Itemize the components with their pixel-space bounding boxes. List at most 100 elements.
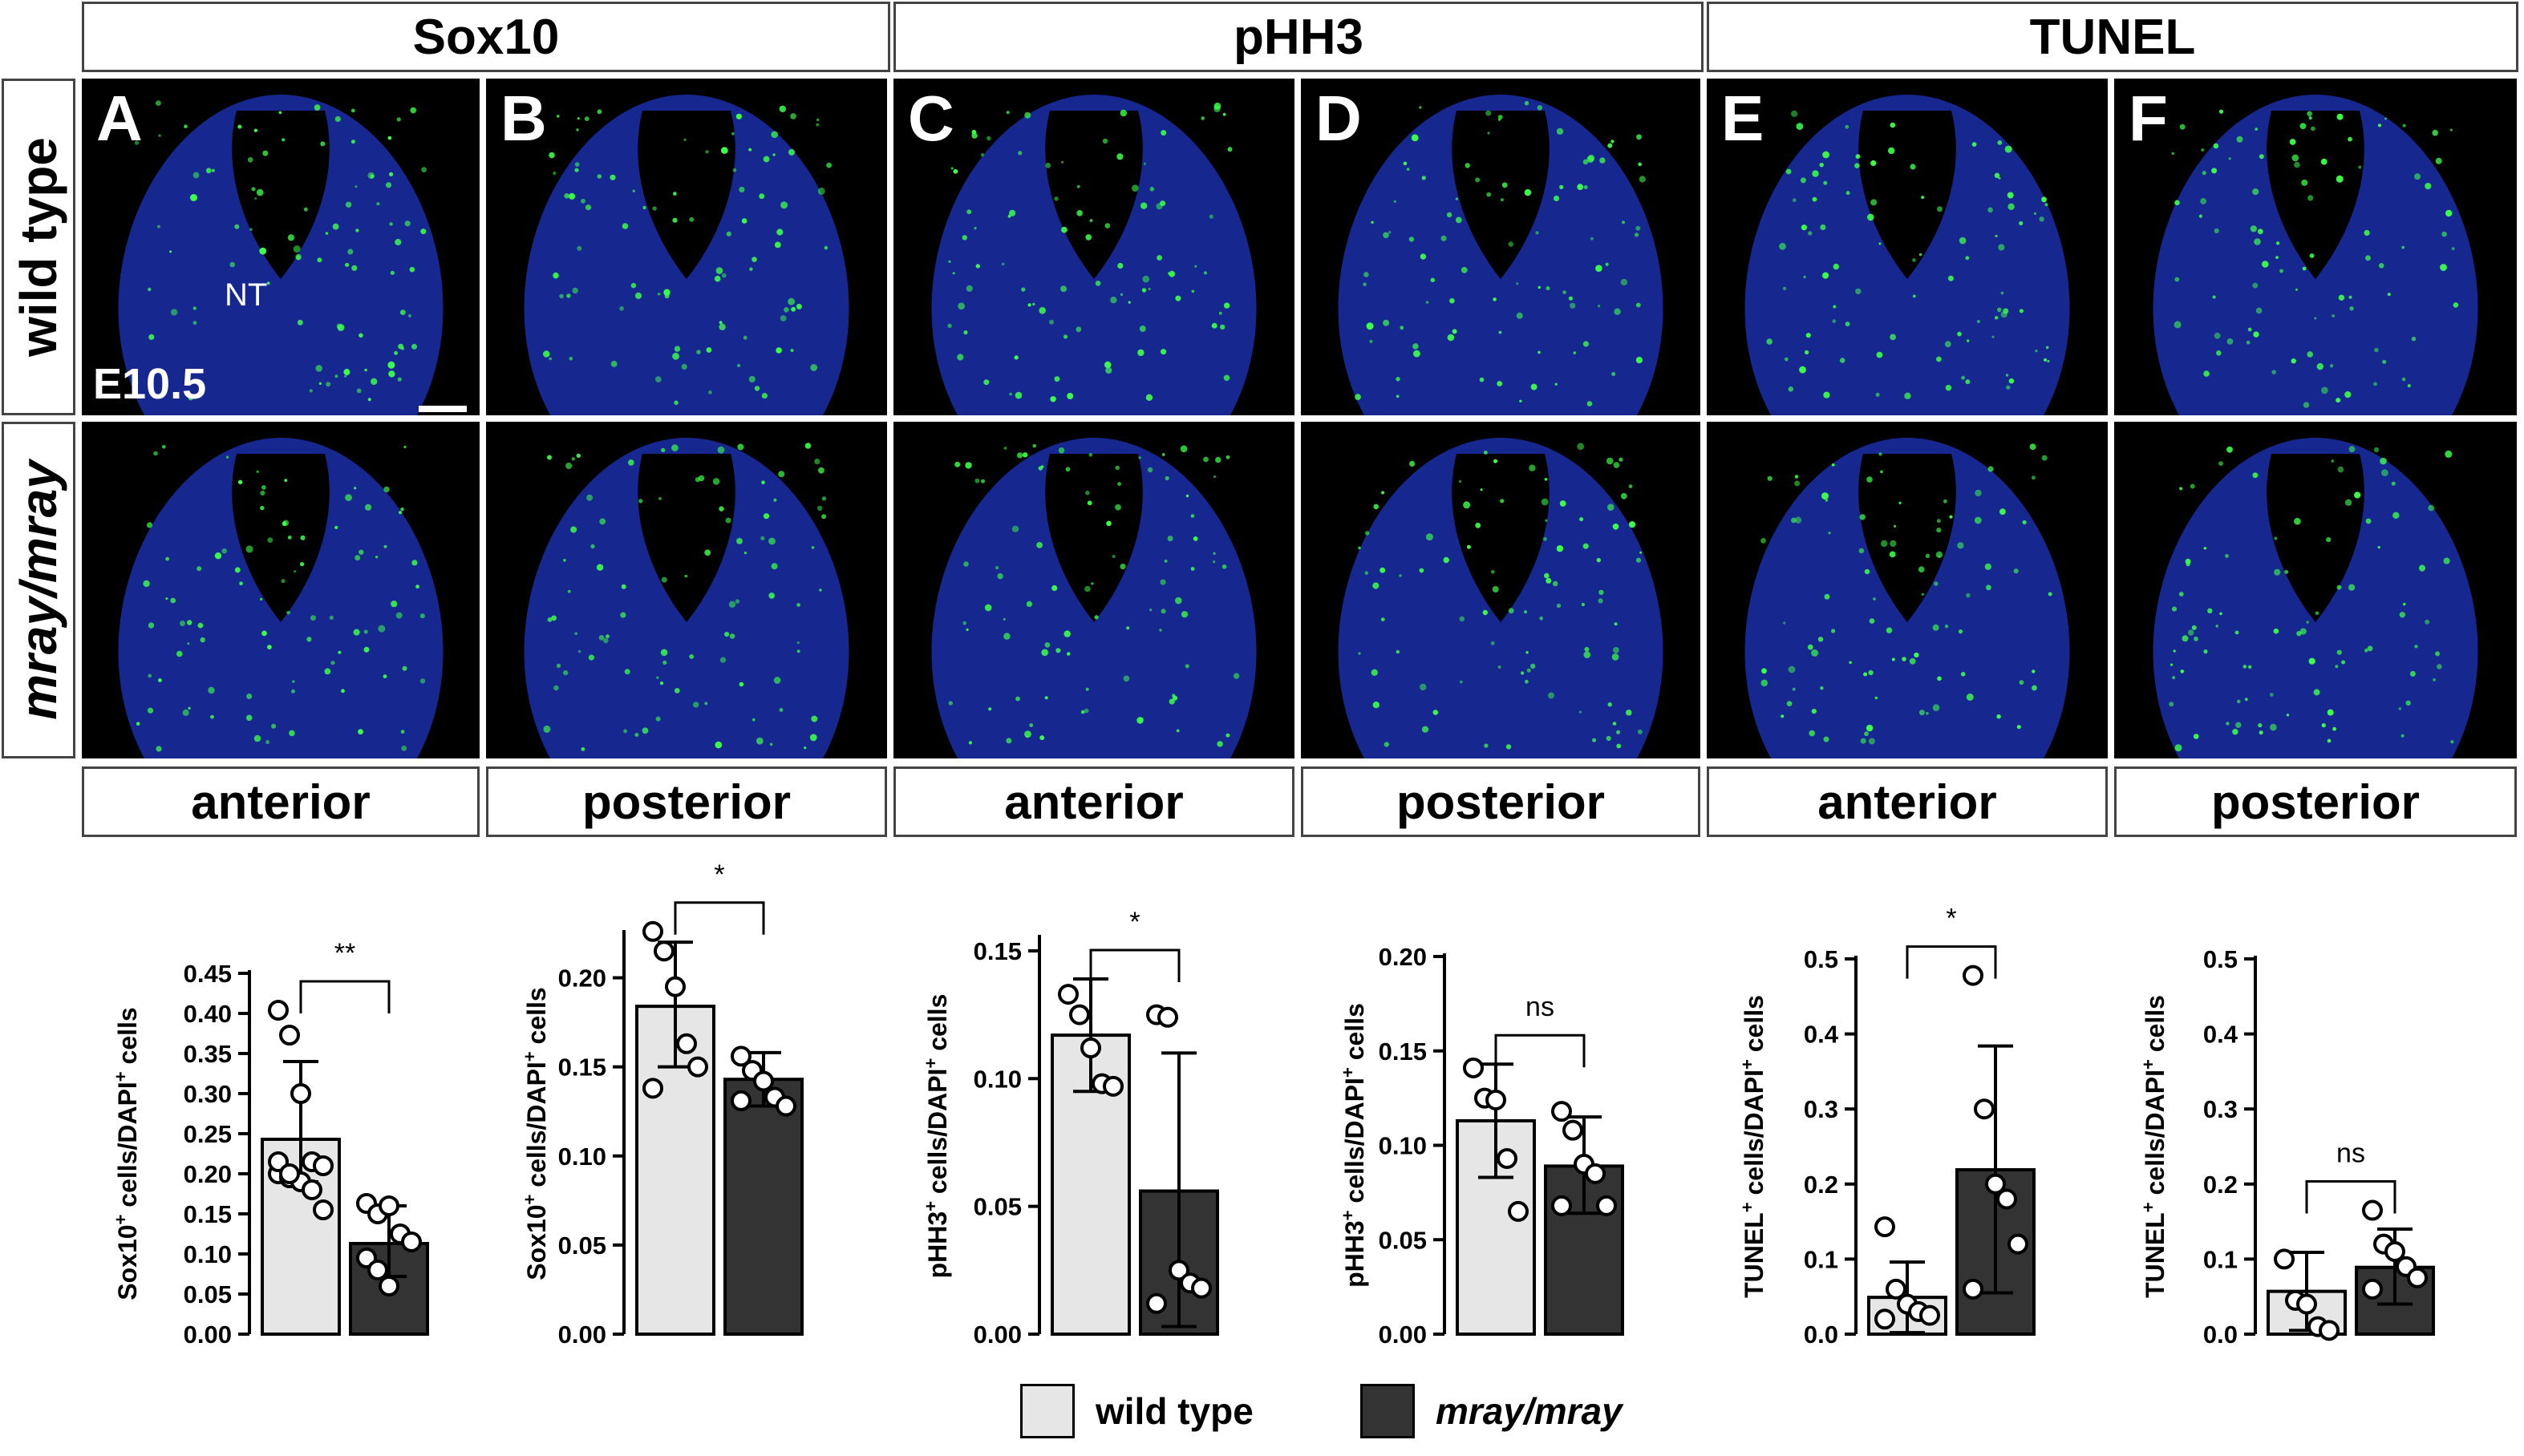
y-tick-label: 0.3 <box>1804 1095 1838 1123</box>
bar-mutant <box>1544 1164 1624 1337</box>
data-point <box>1562 1119 1583 1141</box>
y-tick-label: 0.10 <box>974 1065 1022 1093</box>
data-point <box>1996 1188 2017 1210</box>
y-tick-label: 0.20 <box>184 1160 232 1188</box>
data-point <box>654 940 675 962</box>
data-point <box>1191 1277 1212 1299</box>
micrograph-panel: B <box>486 79 887 415</box>
y-tick-label: 0.10 <box>184 1240 232 1268</box>
y-tick-label: 0.5 <box>2203 945 2238 973</box>
data-point <box>379 1276 399 1296</box>
data-point <box>279 1163 300 1184</box>
panel-letter: F <box>2129 83 2168 154</box>
bar-wild-type <box>261 1138 341 1336</box>
data-point <box>1485 1089 1506 1110</box>
data-point <box>1180 1272 1201 1294</box>
data-point <box>401 1232 422 1252</box>
data-point <box>1874 1308 1895 1330</box>
bar-mutant <box>723 1078 804 1336</box>
bar-wild-type <box>1051 1033 1131 1336</box>
data-point <box>2396 1256 2417 1277</box>
data-point <box>1103 1075 1124 1097</box>
data-point <box>367 1203 388 1224</box>
data-point <box>2296 1293 2317 1315</box>
column-label: anterior <box>893 766 1294 837</box>
data-point <box>1146 1004 1167 1025</box>
data-point <box>742 1060 763 1082</box>
data-point <box>2407 1267 2428 1288</box>
significance-label: * <box>1946 904 1956 934</box>
y-tick-label: 0.00 <box>184 1321 232 1349</box>
micrograph-panel: C <box>893 79 1294 415</box>
data-point <box>356 1193 377 1214</box>
legend-label-mutant: mray/mray <box>1436 1390 1623 1432</box>
data-point <box>1474 1087 1495 1109</box>
column-label: posterior <box>1301 766 1700 837</box>
data-point <box>1463 1057 1484 1078</box>
data-point <box>1963 965 1983 986</box>
y-tick-label: 0.10 <box>1379 1132 1427 1160</box>
data-point <box>1886 1278 1906 1300</box>
data-point <box>313 1155 334 1176</box>
data-point <box>1497 1147 1517 1169</box>
data-point <box>379 1195 399 1216</box>
data-point <box>2362 1278 2383 1300</box>
panel-letter: C <box>908 83 954 154</box>
micrograph-image <box>931 438 1257 758</box>
micrograph-image <box>931 95 1257 415</box>
significance-bracket <box>674 901 765 935</box>
column-label: anterior <box>1707 766 2108 837</box>
column-label: anterior <box>82 766 480 837</box>
y-axis-label: Sox10+ cells/DAPI+ cells <box>111 1007 143 1300</box>
data-point <box>279 1167 300 1188</box>
y-axis-label: TUNEL+ cells/DAPI+ cells <box>1737 995 1769 1298</box>
data-point <box>2373 1233 2394 1255</box>
significance-label: ns <box>1525 992 1554 1022</box>
data-point <box>676 1033 697 1054</box>
micrograph-image <box>2153 438 2478 758</box>
data-point <box>665 976 686 997</box>
significance-bracket <box>1089 948 1181 982</box>
column-label: posterior <box>2114 766 2517 837</box>
data-point <box>268 1151 289 1172</box>
y-tick-label: 0.05 <box>1379 1226 1427 1254</box>
data-point <box>642 1078 663 1099</box>
y-tick-label: 0.20 <box>558 965 606 993</box>
data-point <box>268 1163 289 1184</box>
y-tick-label: 0.45 <box>184 960 232 988</box>
significance-bracket <box>299 980 391 1013</box>
significance-bracket <box>2305 1180 2396 1214</box>
data-point <box>290 1171 311 1192</box>
bar-mutant <box>1139 1189 1219 1336</box>
significance-bracket <box>1906 945 1997 979</box>
data-point <box>1908 1300 1929 1322</box>
bar-wild-type <box>1456 1118 1536 1336</box>
micrograph-image <box>1338 95 1663 415</box>
data-point <box>1069 1004 1090 1025</box>
significance-bracket <box>1494 1033 1586 1068</box>
data-point <box>2274 1248 2295 1270</box>
y-tick-label: 0.05 <box>184 1280 232 1308</box>
row-label-mutant: mray/mray <box>2 422 75 758</box>
y-tick-label: 0.15 <box>184 1200 232 1228</box>
column-label: posterior <box>486 766 887 837</box>
neural-tube-label: NT <box>225 277 268 313</box>
y-tick-label: 0.1 <box>2203 1245 2238 1273</box>
data-point <box>1974 1098 1995 1120</box>
y-tick-label: 0.3 <box>2203 1095 2238 1123</box>
panel-letter: E <box>1721 83 1764 154</box>
y-tick-label: 0.2 <box>2203 1171 2238 1199</box>
y-tick-label: 0.10 <box>558 1143 606 1171</box>
header-tunel: TUNEL <box>1707 2 2518 72</box>
data-point <box>2384 1241 2405 1263</box>
y-tick-label: 0.00 <box>558 1321 606 1349</box>
data-point <box>1508 1200 1529 1222</box>
y-tick-label: 0.05 <box>974 1193 1022 1221</box>
data-point <box>1551 1195 1572 1216</box>
data-point <box>776 1095 796 1117</box>
y-axis-label: pHH3+ cells/DAPI+ cells <box>921 994 953 1279</box>
y-tick-label: 0.0 <box>2203 1321 2238 1349</box>
micrograph-image <box>1744 95 2070 415</box>
data-point <box>1963 1278 1983 1300</box>
y-tick-label: 0.15 <box>1379 1037 1427 1066</box>
